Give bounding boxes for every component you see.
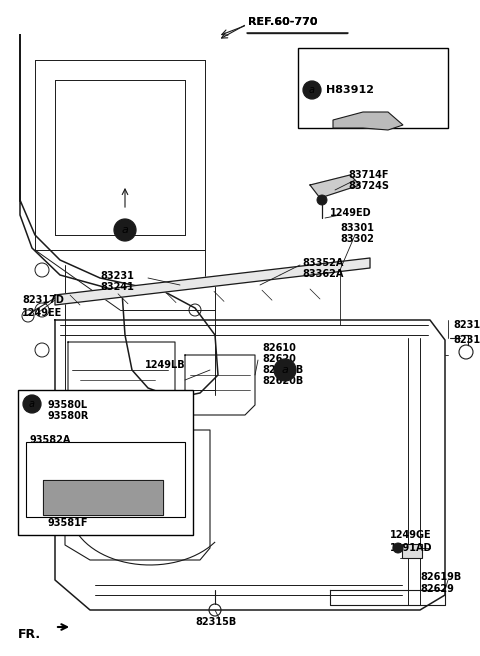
Text: a: a <box>121 225 129 235</box>
Text: 83301: 83301 <box>340 223 374 233</box>
Text: FR.: FR. <box>18 628 41 640</box>
Text: 83362A: 83362A <box>302 269 343 279</box>
Circle shape <box>317 195 327 205</box>
Text: H83912: H83912 <box>326 85 374 95</box>
Text: 83714F: 83714F <box>348 170 388 180</box>
Text: a: a <box>309 85 315 95</box>
Text: REF.60-770: REF.60-770 <box>248 17 317 27</box>
Text: 93581F: 93581F <box>48 518 88 528</box>
Text: 1249ED: 1249ED <box>330 208 372 218</box>
Bar <box>402 544 422 558</box>
Text: 83241: 83241 <box>100 282 134 292</box>
Polygon shape <box>43 480 163 515</box>
Text: a: a <box>282 365 288 375</box>
Text: 82317D: 82317D <box>22 295 64 305</box>
Polygon shape <box>333 112 403 130</box>
Text: 82619B: 82619B <box>420 572 461 582</box>
Bar <box>298 48 448 128</box>
Polygon shape <box>310 175 360 198</box>
Text: 82610B: 82610B <box>262 365 303 375</box>
Text: 93580R: 93580R <box>48 411 89 421</box>
Text: 1249EE: 1249EE <box>22 308 62 318</box>
Text: 82314B: 82314B <box>453 335 480 345</box>
Text: 82313F: 82313F <box>453 320 480 330</box>
Text: 83231: 83231 <box>100 271 134 281</box>
Text: 93582B: 93582B <box>30 447 71 457</box>
Text: 83724S: 83724S <box>348 181 389 191</box>
Circle shape <box>23 395 41 413</box>
Bar <box>18 390 193 535</box>
Text: REF.60-770: REF.60-770 <box>248 17 317 27</box>
Text: a: a <box>29 399 35 409</box>
Text: 82315B: 82315B <box>195 617 236 627</box>
Text: 82629: 82629 <box>420 584 454 594</box>
Circle shape <box>114 219 136 241</box>
Text: 93580L: 93580L <box>48 400 88 410</box>
Text: 82620B: 82620B <box>262 376 303 386</box>
Text: 1491AD: 1491AD <box>390 543 432 553</box>
Text: 1249LB: 1249LB <box>145 360 186 370</box>
Text: 82610: 82610 <box>262 343 296 353</box>
Bar <box>26 442 185 517</box>
Circle shape <box>274 359 296 381</box>
Text: 1249GE: 1249GE <box>390 530 432 540</box>
Circle shape <box>303 81 321 99</box>
Circle shape <box>393 543 403 553</box>
Text: 93582A: 93582A <box>30 435 72 445</box>
Polygon shape <box>55 258 370 305</box>
Text: 83352A: 83352A <box>302 258 343 268</box>
Text: 82620: 82620 <box>262 354 296 364</box>
Text: 83302: 83302 <box>340 234 374 244</box>
